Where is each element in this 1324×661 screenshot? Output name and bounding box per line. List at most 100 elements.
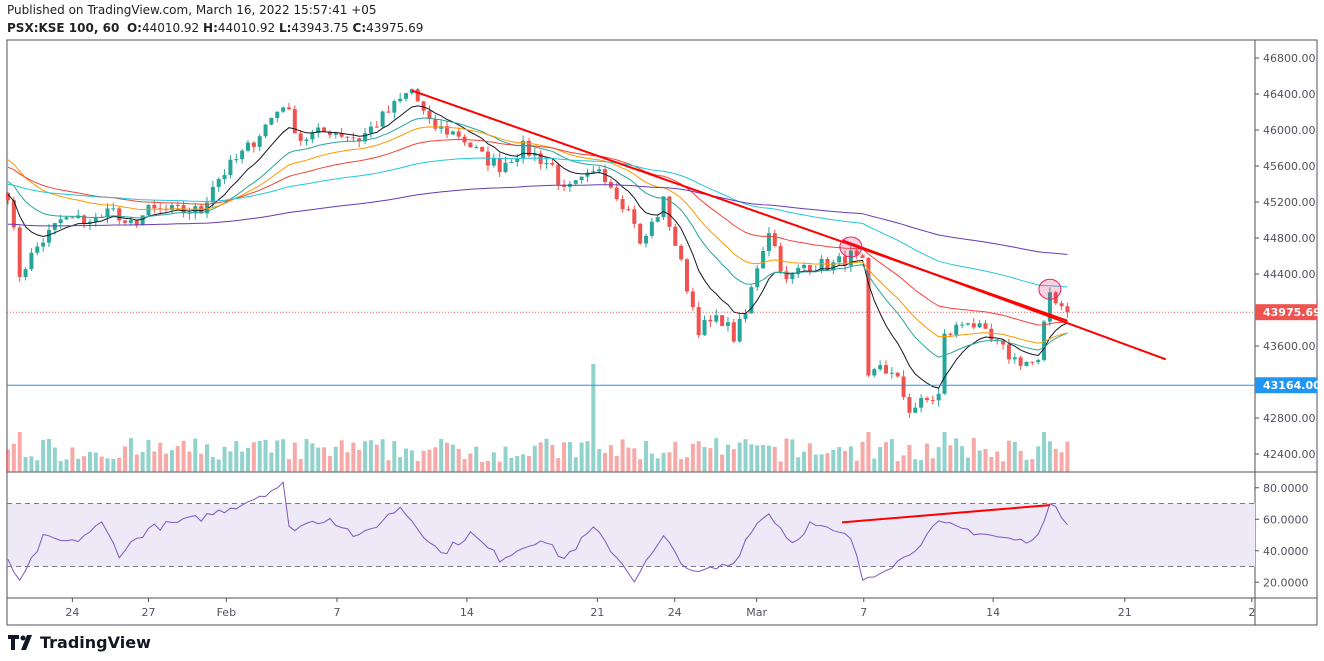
candle-body bbox=[960, 324, 965, 326]
candle-body bbox=[544, 163, 549, 165]
candle-body bbox=[1006, 344, 1011, 360]
volume-bar bbox=[105, 458, 110, 472]
candle-body bbox=[883, 365, 888, 374]
high-value: 44010.92 bbox=[217, 21, 276, 35]
candle-body bbox=[433, 119, 438, 129]
chart-frame bbox=[6, 39, 1318, 626]
volume-bar bbox=[228, 451, 233, 472]
volume-bar bbox=[620, 439, 625, 472]
candle-body bbox=[444, 126, 449, 135]
candle-body bbox=[427, 110, 432, 120]
volume-bar bbox=[626, 447, 631, 472]
open-label: O: bbox=[126, 21, 142, 35]
volume-bar bbox=[544, 438, 549, 472]
volume-bar bbox=[989, 456, 994, 472]
candle-body bbox=[450, 131, 455, 135]
candle-body bbox=[907, 396, 912, 413]
candle-body bbox=[661, 196, 666, 218]
candle-body bbox=[474, 147, 479, 149]
candle-body bbox=[421, 101, 426, 111]
candle-body bbox=[439, 126, 444, 129]
candle-body bbox=[222, 174, 227, 180]
candle-body bbox=[749, 287, 754, 314]
volume-bar bbox=[690, 443, 695, 472]
volume-bar bbox=[456, 448, 461, 472]
rsi-trendline bbox=[842, 504, 1050, 524]
candle-body bbox=[755, 268, 760, 288]
volume-bar bbox=[240, 451, 245, 472]
candle-body bbox=[1059, 303, 1064, 307]
volume-bar bbox=[761, 445, 766, 472]
candle-body bbox=[919, 398, 924, 408]
volume-bar bbox=[11, 443, 16, 472]
symbol: PSX:KSE 100, 60 bbox=[7, 21, 120, 35]
volume-bar bbox=[725, 444, 730, 472]
candle-body bbox=[134, 220, 139, 226]
candle-body bbox=[790, 274, 795, 280]
volume-bar bbox=[960, 446, 965, 472]
volume-bar bbox=[82, 456, 87, 472]
candle-body bbox=[1001, 340, 1006, 345]
candle-body bbox=[29, 252, 34, 270]
candle-body bbox=[1036, 360, 1041, 363]
candle-body bbox=[720, 315, 725, 326]
time-tick-label: 2 bbox=[1248, 606, 1255, 619]
volume-bar bbox=[87, 451, 92, 472]
candle-body bbox=[368, 126, 373, 134]
moving-average-100 bbox=[7, 157, 1068, 288]
price-tick-label: 46400.00 bbox=[1263, 88, 1316, 101]
volume-bar bbox=[614, 455, 619, 472]
volume-bar bbox=[450, 444, 455, 472]
price-label: 43975.69 bbox=[1263, 306, 1321, 319]
candle-body bbox=[679, 245, 684, 260]
time-tick-label: 14 bbox=[460, 606, 474, 619]
volume-bar bbox=[140, 452, 145, 472]
candle-body bbox=[228, 159, 233, 175]
volume-bar bbox=[409, 450, 414, 472]
candle-body bbox=[169, 205, 174, 210]
logo-text: TradingView bbox=[40, 633, 151, 652]
candle-body bbox=[655, 217, 660, 222]
candle-body bbox=[573, 180, 578, 184]
volume-bar bbox=[439, 438, 444, 472]
volume-bar bbox=[948, 445, 953, 472]
volume-bar bbox=[684, 457, 689, 472]
volume-bar bbox=[1042, 432, 1047, 472]
volume-bar bbox=[181, 440, 186, 472]
price-tick-label: 46000.00 bbox=[1263, 124, 1316, 137]
rsi-tick-label: 20.0000 bbox=[1263, 576, 1309, 589]
candle-body bbox=[971, 323, 976, 328]
time-tick-label: 21 bbox=[1118, 606, 1132, 619]
volume-bar bbox=[35, 460, 40, 472]
volume-bar bbox=[954, 438, 959, 472]
candle-body bbox=[614, 187, 619, 200]
moving-average-20 bbox=[7, 117, 1068, 358]
close-value: 43975.69 bbox=[366, 21, 424, 35]
candle-body bbox=[503, 162, 508, 173]
volume-bar bbox=[889, 439, 894, 472]
volume-bar bbox=[901, 455, 906, 472]
candle-body bbox=[281, 107, 286, 112]
candle-body bbox=[854, 250, 859, 256]
candle-body bbox=[649, 221, 654, 236]
price-tick-label: 42800.00 bbox=[1263, 412, 1316, 425]
candle-body bbox=[105, 208, 110, 218]
candle-body bbox=[802, 265, 807, 268]
volume-bar bbox=[708, 448, 713, 472]
candle-body bbox=[123, 220, 128, 223]
volume-bar bbox=[515, 456, 520, 472]
candle-body bbox=[895, 372, 900, 377]
candle-body bbox=[831, 262, 836, 271]
volume-bar bbox=[778, 461, 783, 472]
volume-bar bbox=[146, 439, 151, 472]
tradingview-logo[interactable]: TradingView bbox=[8, 633, 151, 652]
candle-body bbox=[415, 89, 420, 102]
volume-bar bbox=[696, 441, 701, 472]
candle-body bbox=[521, 140, 526, 159]
volume-bar bbox=[772, 446, 777, 472]
candle-body bbox=[784, 271, 789, 280]
candle-body bbox=[526, 140, 531, 156]
volume-bar bbox=[843, 450, 848, 472]
price-tick-label: 44400.00 bbox=[1263, 268, 1316, 281]
